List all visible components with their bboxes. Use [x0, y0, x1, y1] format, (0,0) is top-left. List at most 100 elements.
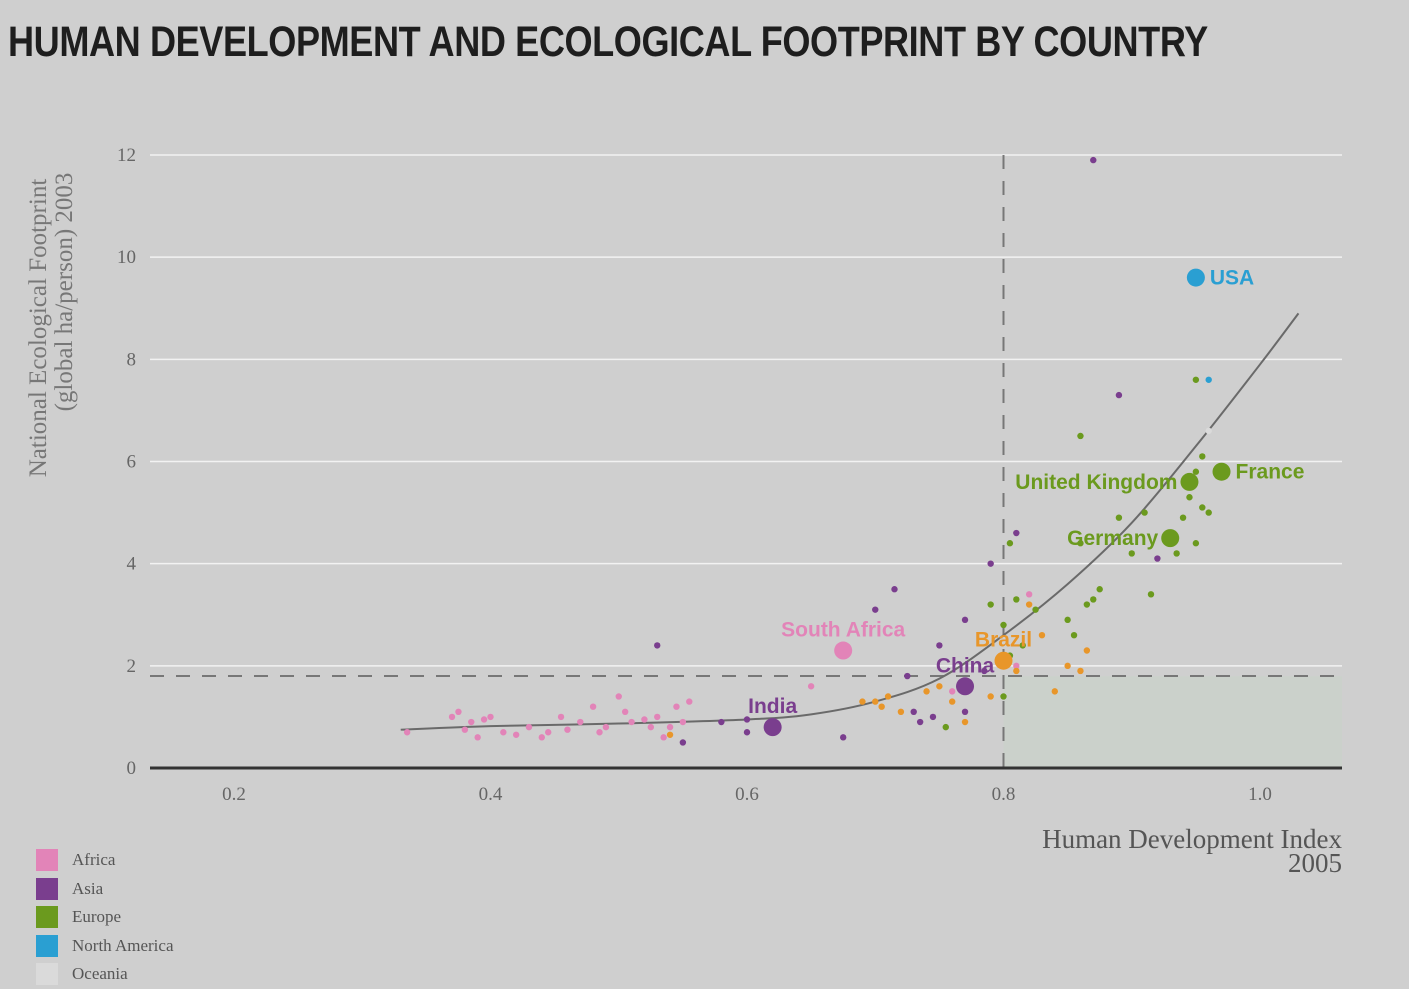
x-tick-label: 1.0 [1248, 784, 1272, 805]
trend-line [400, 312, 1300, 731]
data-point [461, 726, 469, 733]
data-point [916, 718, 924, 726]
y-tick-label: 8 [127, 349, 137, 370]
data-point [1013, 662, 1020, 670]
data-point [1077, 432, 1084, 440]
highlight-point [1186, 268, 1205, 287]
data-point [1192, 376, 1200, 383]
country-label: South Africa [781, 619, 905, 642]
data-point [641, 716, 648, 723]
data-point [621, 708, 629, 716]
country-label: Brazil [975, 629, 1032, 652]
y-tick-label: 10 [117, 247, 136, 268]
data-point [1077, 540, 1084, 547]
data-point [1154, 555, 1161, 562]
data-point [904, 672, 911, 680]
data-point [564, 726, 571, 733]
country-label: United Kingdom [1015, 471, 1177, 494]
data-point [1186, 494, 1193, 501]
x-tick-label: 0.2 [222, 784, 246, 805]
data-point [1038, 631, 1046, 639]
highlight-point [834, 641, 853, 660]
data-point [936, 642, 943, 649]
data-point [1051, 688, 1059, 695]
highlight-point [1180, 472, 1199, 491]
data-point [1090, 156, 1097, 164]
highlight-point [994, 651, 1013, 670]
y-tick-label: 2 [127, 656, 137, 677]
data-point [910, 708, 917, 716]
data-point [589, 703, 597, 710]
data-point [1000, 621, 1007, 629]
legend-label: Oceania [72, 964, 128, 984]
data-point [545, 729, 552, 736]
data-point [987, 560, 994, 567]
data-point [897, 708, 905, 716]
highlight-point [763, 718, 782, 737]
data-point [1115, 391, 1123, 399]
data-point [480, 716, 488, 723]
data-point [884, 693, 892, 700]
x-tick-label: 0.8 [992, 784, 1016, 805]
data-point [1173, 550, 1180, 557]
legend-swatch [36, 963, 58, 986]
y-axis-subtitle: (global ha/person) 2003 [51, 173, 78, 412]
legend-label: Asia [72, 878, 104, 898]
data-point [1179, 514, 1187, 521]
highlight-point [1161, 529, 1180, 548]
data-point [1083, 647, 1091, 654]
data-point [596, 729, 603, 736]
data-point [872, 698, 879, 705]
data-point [512, 731, 520, 738]
data-point [666, 731, 674, 738]
y-axis-title: National Ecological Footprint [25, 179, 52, 478]
y-tick-label: 0 [127, 758, 137, 779]
data-point [949, 698, 956, 705]
legend-label: North America [72, 935, 174, 955]
data-point [1025, 591, 1033, 598]
data-point [987, 693, 994, 700]
data-point [474, 734, 481, 741]
x-axis-subtitle: 2005 [1288, 848, 1342, 878]
trend-curve [400, 312, 1300, 731]
data-point [891, 586, 898, 593]
data-point [666, 723, 674, 731]
data-point [654, 713, 661, 721]
data-point [1205, 427, 1212, 435]
country-label: India [748, 695, 797, 718]
data-point [743, 729, 751, 736]
country-label: USA [1210, 267, 1254, 290]
data-point [1025, 601, 1033, 608]
data-point [872, 606, 879, 613]
legend-label: Africa [72, 850, 116, 870]
data-point [679, 739, 687, 746]
country-label: China [936, 654, 995, 677]
data-point [1077, 667, 1084, 675]
below-biocapacity-region [1003, 676, 1342, 768]
country-label: France [1236, 461, 1305, 484]
data-point [1013, 596, 1020, 603]
data-point [557, 713, 565, 721]
x-axis-title: Human Development Index [1042, 824, 1342, 854]
data-point [1205, 509, 1212, 516]
data-point [1199, 453, 1206, 460]
data-point [660, 734, 667, 741]
data-point [942, 723, 949, 731]
country-label: Germany [1067, 527, 1158, 550]
x-tick-label: 0.4 [479, 784, 503, 805]
data-point [403, 729, 411, 736]
point-labels: USA France United Kingdom Germany South Afri… [748, 267, 1304, 719]
data-point [949, 688, 956, 695]
data-point [929, 713, 937, 721]
data-points [403, 156, 1231, 746]
data-point [987, 601, 994, 608]
data-point [923, 688, 930, 695]
data-point [577, 718, 584, 726]
data-point [602, 723, 610, 731]
data-point [1090, 596, 1097, 603]
data-point [981, 667, 988, 675]
sustainable-quadrant [1003, 676, 1342, 768]
data-point [859, 698, 866, 705]
data-point [961, 616, 969, 624]
